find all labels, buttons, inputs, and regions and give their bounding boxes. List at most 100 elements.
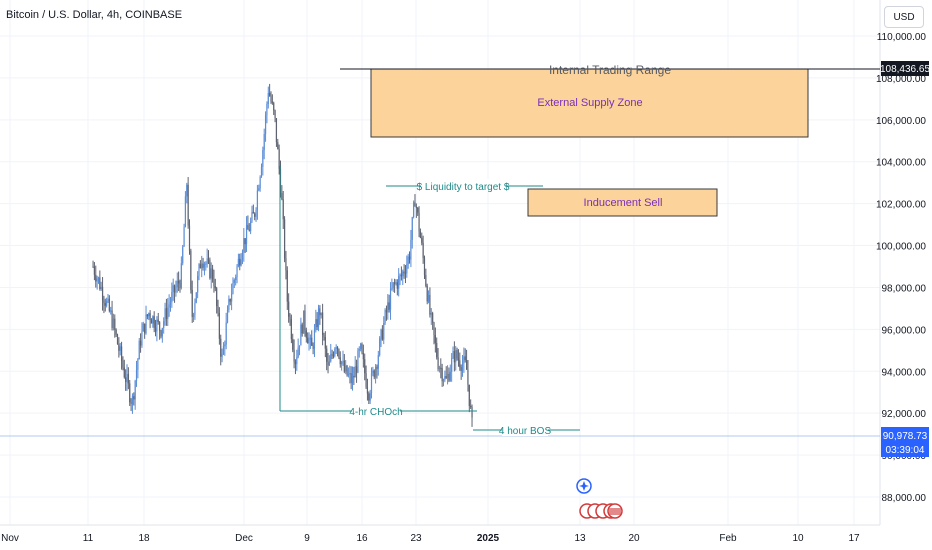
candle — [293, 339, 295, 369]
currency-button[interactable]: USD — [884, 6, 924, 28]
inducement-sell-zone[interactable] — [527, 188, 718, 217]
candle — [429, 287, 431, 318]
candle — [97, 276, 100, 284]
candle — [452, 346, 454, 359]
candle — [282, 190, 284, 230]
candle — [251, 205, 253, 223]
price-tick-label: 104,000.00 — [876, 158, 926, 169]
candle — [404, 265, 407, 284]
candle — [271, 94, 273, 105]
candle — [361, 342, 363, 355]
candle — [341, 360, 343, 371]
candle — [100, 281, 102, 291]
candle — [422, 235, 424, 264]
candle — [338, 348, 340, 360]
candle — [221, 348, 223, 363]
marked-price-bg — [881, 61, 929, 76]
candle — [92, 260, 94, 268]
candle — [354, 356, 356, 378]
candle — [384, 308, 386, 325]
candle — [281, 185, 283, 201]
economic-events-icon[interactable] — [579, 503, 623, 519]
candle — [369, 389, 371, 406]
candle — [323, 332, 325, 341]
candle — [209, 257, 211, 280]
candle — [149, 310, 151, 329]
candle — [206, 248, 208, 268]
candle — [464, 348, 466, 363]
time-tick-label: 16 — [356, 533, 368, 544]
candle — [112, 313, 115, 331]
candle — [328, 355, 331, 366]
candle — [332, 351, 335, 359]
candle — [188, 219, 191, 255]
candle — [308, 332, 310, 351]
event-icon[interactable] — [576, 478, 592, 494]
candle — [119, 342, 121, 356]
symbol-title: Bitcoin / U.S. Dollar, 4h, COINBASE — [6, 9, 183, 21]
candle — [290, 314, 292, 344]
candle — [250, 217, 252, 235]
candle — [432, 311, 434, 330]
candle — [266, 101, 268, 124]
candle — [199, 260, 201, 269]
candle — [237, 253, 239, 268]
candle — [269, 83, 271, 97]
candle — [339, 351, 341, 368]
candle — [461, 354, 464, 377]
candle — [224, 340, 226, 356]
candle — [190, 248, 192, 294]
candle — [346, 364, 348, 377]
candle — [260, 163, 263, 178]
candle — [134, 379, 136, 410]
candle — [471, 404, 473, 427]
candle — [122, 356, 124, 371]
candle — [415, 203, 417, 218]
candle — [283, 216, 286, 263]
candle — [178, 271, 180, 292]
candle — [423, 255, 426, 280]
candle — [245, 216, 248, 253]
candle — [377, 350, 379, 376]
price-tick-label: 92,000.00 — [882, 409, 927, 420]
candle — [320, 312, 322, 319]
candle — [387, 294, 389, 320]
candle — [289, 313, 291, 326]
candle — [312, 342, 314, 355]
candle — [222, 342, 225, 356]
candle — [152, 315, 154, 328]
candle — [309, 334, 311, 349]
candle — [169, 296, 172, 312]
candle — [133, 392, 135, 406]
candle — [172, 278, 174, 301]
candle — [175, 280, 177, 297]
candle — [115, 328, 117, 337]
candle — [254, 212, 256, 221]
candle — [228, 295, 230, 313]
candle — [383, 316, 385, 345]
external-supply-zone[interactable] — [370, 68, 809, 138]
candle — [138, 337, 140, 360]
candle — [302, 310, 305, 334]
candle — [349, 365, 351, 384]
candle — [184, 191, 187, 228]
candle — [441, 363, 443, 387]
candle — [165, 298, 168, 326]
time-tick-label: 11 — [83, 533, 94, 544]
candle — [127, 367, 129, 390]
candle — [438, 365, 441, 373]
candle — [360, 342, 362, 352]
candle — [413, 200, 415, 219]
candle — [391, 278, 393, 291]
candle — [258, 184, 260, 192]
candle — [417, 206, 419, 216]
time-tick-label: 2025 — [477, 533, 500, 544]
candle — [256, 184, 259, 220]
candle — [331, 349, 333, 360]
time-tick-label: Nov — [1, 533, 19, 544]
candle — [179, 279, 181, 293]
candle — [311, 330, 313, 346]
candle — [408, 251, 411, 264]
candle — [322, 303, 324, 346]
